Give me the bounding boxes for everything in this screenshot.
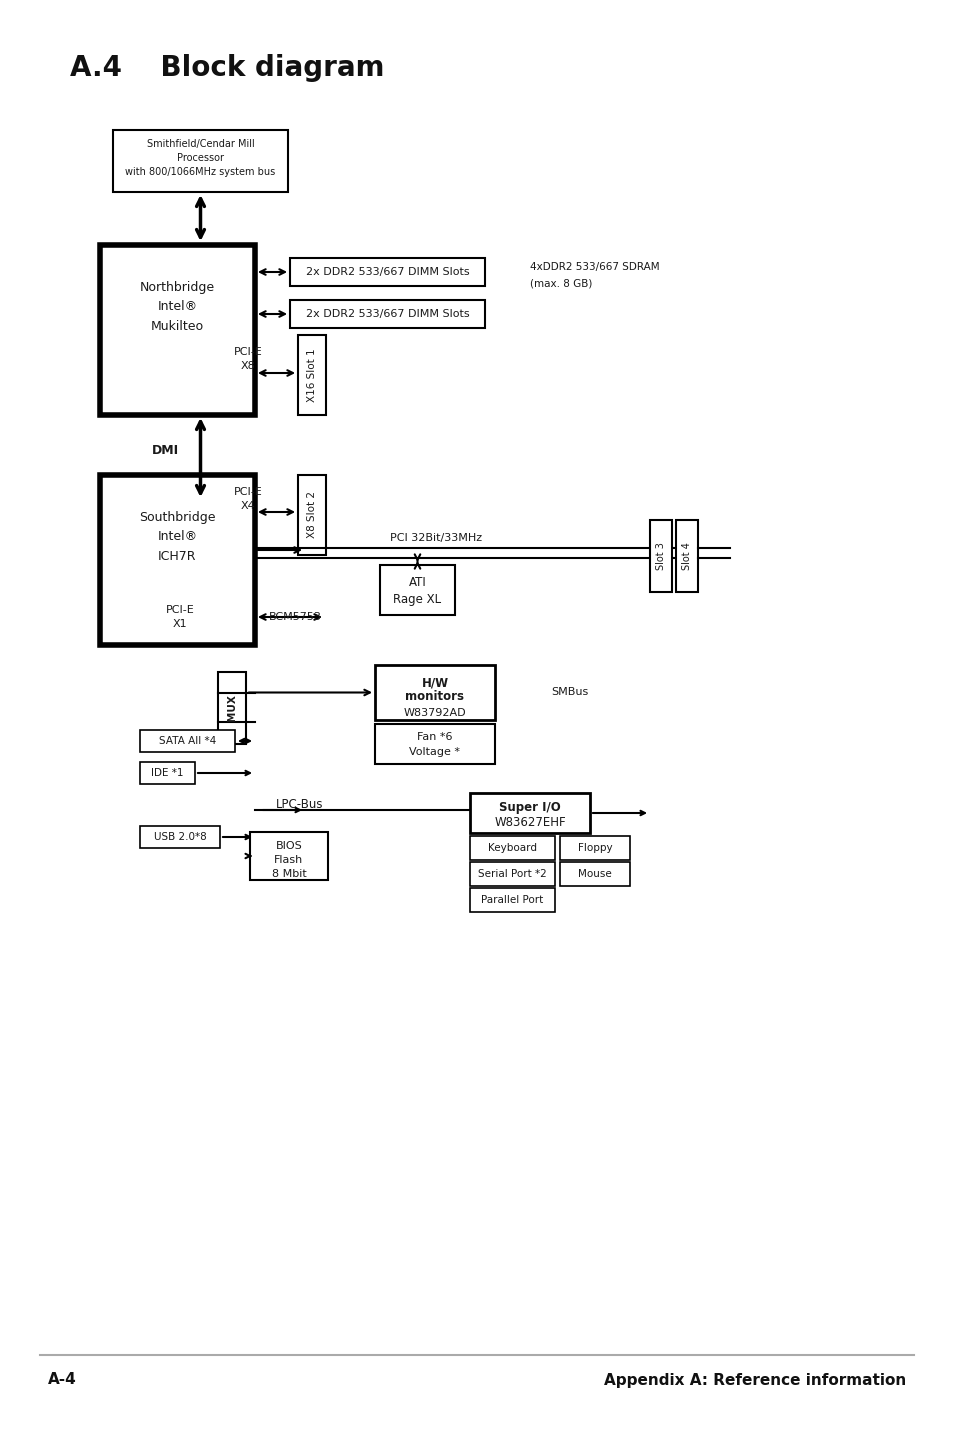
FancyBboxPatch shape — [250, 833, 328, 880]
Text: Slot 3: Slot 3 — [656, 542, 665, 569]
Text: Keyboard: Keyboard — [488, 843, 537, 853]
Text: Smithfield/Cendar Mill: Smithfield/Cendar Mill — [147, 139, 254, 150]
FancyBboxPatch shape — [375, 664, 495, 720]
Text: Intel®: Intel® — [157, 531, 197, 544]
FancyBboxPatch shape — [140, 825, 220, 848]
Text: Flash: Flash — [274, 856, 303, 866]
Text: USB 2.0*8: USB 2.0*8 — [153, 833, 206, 843]
FancyBboxPatch shape — [100, 244, 254, 416]
Text: Northbridge: Northbridge — [140, 280, 214, 293]
Text: Processor: Processor — [177, 152, 224, 162]
Text: X16 Slot 1: X16 Slot 1 — [307, 348, 316, 401]
Text: PCI-E: PCI-E — [233, 487, 262, 498]
Text: BCM5753: BCM5753 — [269, 613, 321, 623]
Text: PCI 32Bit/33MHz: PCI 32Bit/33MHz — [390, 533, 481, 544]
Text: IDE *1: IDE *1 — [152, 768, 184, 778]
Text: Super I/O: Super I/O — [498, 801, 560, 814]
FancyBboxPatch shape — [649, 521, 671, 592]
Text: 8 Mbit: 8 Mbit — [272, 869, 306, 879]
Text: H/W: H/W — [421, 676, 448, 689]
FancyBboxPatch shape — [559, 835, 629, 860]
FancyBboxPatch shape — [559, 861, 629, 886]
FancyBboxPatch shape — [297, 335, 326, 416]
FancyBboxPatch shape — [676, 521, 698, 592]
FancyBboxPatch shape — [379, 565, 455, 615]
Text: 4xDDR2 533/667 SDRAM: 4xDDR2 533/667 SDRAM — [530, 262, 659, 272]
Text: Voltage *: Voltage * — [409, 746, 460, 756]
Text: monitors: monitors — [405, 690, 464, 703]
FancyBboxPatch shape — [297, 475, 326, 555]
Text: PCI-E: PCI-E — [166, 605, 194, 615]
FancyBboxPatch shape — [290, 257, 484, 286]
Text: (max. 8 GB): (max. 8 GB) — [530, 278, 592, 288]
Text: W83792AD: W83792AD — [403, 707, 466, 718]
Text: SATA All *4: SATA All *4 — [159, 736, 216, 746]
Text: with 800/1066MHz system bus: with 800/1066MHz system bus — [125, 167, 275, 177]
Text: LPC-Bus: LPC-Bus — [276, 798, 323, 811]
Text: Parallel Port: Parallel Port — [481, 894, 543, 905]
Text: X8: X8 — [240, 361, 255, 371]
Text: X8 Slot 2: X8 Slot 2 — [307, 492, 316, 538]
FancyBboxPatch shape — [470, 861, 555, 886]
Text: Floppy: Floppy — [578, 843, 612, 853]
Text: PCI-E: PCI-E — [233, 347, 262, 357]
Text: Slot 4: Slot 4 — [681, 542, 691, 569]
FancyBboxPatch shape — [140, 762, 194, 784]
Text: Intel®: Intel® — [157, 301, 197, 313]
FancyBboxPatch shape — [140, 731, 234, 752]
FancyBboxPatch shape — [100, 475, 254, 646]
Text: Mukilteo: Mukilteo — [151, 321, 204, 334]
Text: BIOS: BIOS — [275, 841, 302, 851]
FancyBboxPatch shape — [290, 301, 484, 328]
FancyBboxPatch shape — [218, 672, 246, 743]
Text: 2x DDR2 533/667 DIMM Slots: 2x DDR2 533/667 DIMM Slots — [305, 267, 469, 278]
FancyBboxPatch shape — [470, 889, 555, 912]
Text: SMBus: SMBus — [551, 687, 588, 697]
Text: DMI: DMI — [152, 443, 178, 456]
Text: A.4    Block diagram: A.4 Block diagram — [70, 55, 384, 82]
Text: Serial Port *2: Serial Port *2 — [477, 869, 546, 879]
Text: ATI: ATI — [408, 577, 426, 590]
Text: ICH7R: ICH7R — [158, 551, 196, 564]
Text: X1: X1 — [172, 618, 187, 628]
Text: X4: X4 — [240, 500, 255, 510]
FancyBboxPatch shape — [470, 835, 555, 860]
Text: W83627EHF: W83627EHF — [494, 815, 565, 828]
FancyBboxPatch shape — [470, 792, 589, 833]
Text: 2x DDR2 533/667 DIMM Slots: 2x DDR2 533/667 DIMM Slots — [305, 309, 469, 319]
Text: Southbridge: Southbridge — [139, 510, 215, 523]
FancyBboxPatch shape — [112, 129, 288, 193]
Text: A-4: A-4 — [48, 1372, 76, 1388]
Text: Rage XL: Rage XL — [393, 592, 441, 605]
Text: Appendix A: Reference information: Appendix A: Reference information — [603, 1372, 905, 1388]
Text: Fan *6: Fan *6 — [416, 732, 453, 742]
FancyBboxPatch shape — [375, 723, 495, 764]
Text: MUX: MUX — [227, 695, 236, 722]
Text: Mouse: Mouse — [578, 869, 611, 879]
